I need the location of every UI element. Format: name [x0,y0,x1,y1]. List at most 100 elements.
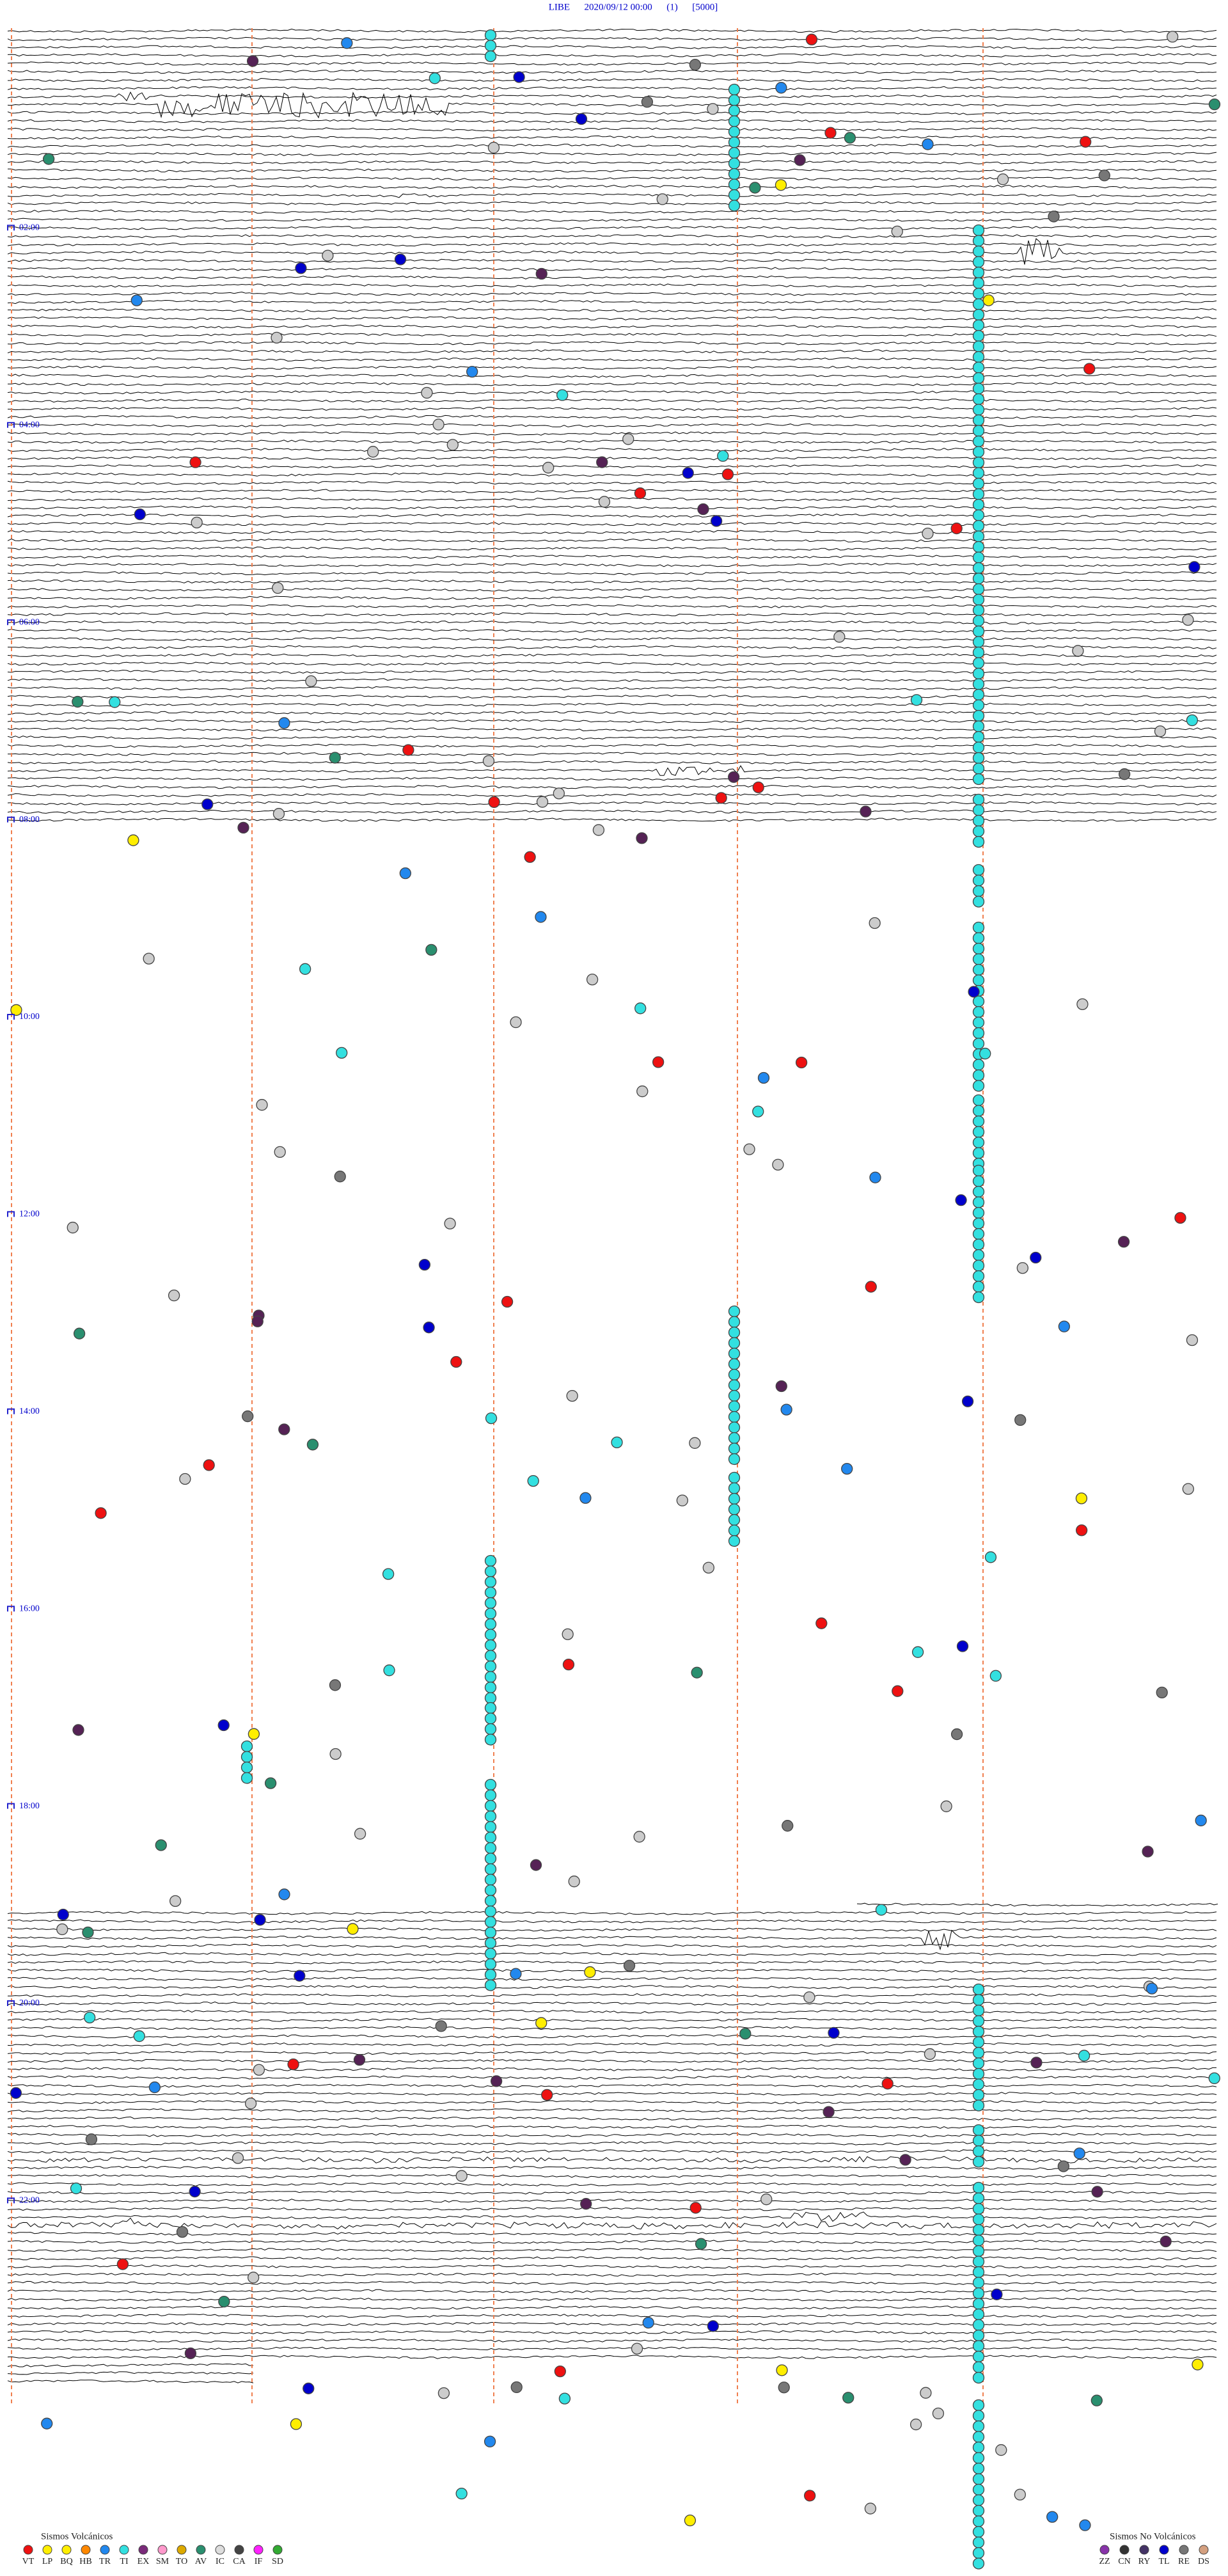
event-dot [775,1380,787,1393]
legend-swatch [157,2545,168,2555]
event-dot [189,456,201,468]
event-dot [892,1685,904,1697]
event-dot [482,755,495,767]
event-dot [972,2078,985,2090]
event-dot [972,1080,985,1092]
event-dot [972,1027,985,1039]
trace [7,1943,1217,1948]
event-dot [972,340,985,352]
trace [7,28,1217,33]
event-dot [634,1002,647,1015]
trace [7,36,1217,42]
trace [7,571,1217,576]
event-dot [41,2417,53,2430]
event-dot [780,1403,792,1416]
trace [7,316,1217,320]
event-dot [972,298,985,310]
event-dot [972,963,985,976]
event-dot [728,200,741,212]
event-dot [728,1358,741,1370]
legend-code: CN [1118,2557,1130,2566]
event-dot [972,2340,985,2352]
event-dot [56,1923,68,1936]
event-dot [1090,2394,1103,2406]
trace [7,217,1217,222]
event-dot [972,2525,985,2538]
event-dot [728,1379,741,1391]
trace [7,777,1217,781]
event-dot [972,1006,985,1018]
event-dot [575,113,588,125]
event-dot [484,1778,497,1791]
trace [7,661,1217,666]
event-dot [1160,2235,1172,2248]
trace [7,2264,1217,2269]
event-dot [972,667,985,680]
event-dot [633,1831,645,1843]
event-dot [501,1295,514,1308]
event-dot [82,1926,94,1939]
event-dot [1182,1483,1194,1495]
trace [7,91,1217,119]
event-dot [728,146,741,159]
event-dot [728,1482,741,1494]
event-dot [972,1260,985,1272]
event-dot [909,2418,922,2431]
event-dot [805,33,818,45]
event-dot [366,446,379,458]
event-dot [566,1389,578,1402]
event-dot [1167,31,1179,43]
event-dot [972,2192,985,2204]
event-dot [972,2298,985,2310]
event-dot [815,1617,828,1629]
header-title: LIBE 2020/09/12 00:00 (1) [5000] [549,2,718,12]
event-dot [972,699,985,711]
legend-swatch [23,2545,33,2555]
event-dot [642,2316,654,2329]
event-dot [972,393,985,406]
event-dot [116,2258,129,2270]
event-dot [749,182,761,194]
time-label: 14:00 [19,1407,40,1416]
trace [7,2018,1217,2022]
event-dot [972,1094,985,1107]
event-dot [484,1863,497,1876]
event-dot [728,1432,741,1444]
trace [7,521,1217,526]
event-dot [341,37,353,49]
trace [7,2034,1217,2039]
trace [7,2092,1217,2096]
legend-swatch [1159,2545,1169,2555]
event-dot [484,1810,497,1822]
legend-code: TL [1158,2557,1169,2566]
event-dot [484,1702,497,1714]
event-dot [580,2198,592,2210]
event-dot [823,2106,835,2118]
event-dot [972,456,985,469]
trace [7,2043,1217,2047]
event-dot [972,2025,985,2038]
event-dot [972,266,985,279]
event-dot [437,2387,450,2399]
event-dot [728,136,741,148]
legend-code: ZZ [1099,2557,1110,2566]
event-dot [972,1105,985,1117]
event-dot [707,103,719,115]
event-dot [682,467,694,479]
event-dot [972,277,985,289]
time-label: 10:00 [19,1012,40,1022]
event-dot [1195,1814,1207,1827]
event-dot [484,1916,497,1928]
event-dot [728,104,741,117]
event-dot [553,787,565,800]
legend-swatch [272,2545,283,2555]
event-dot [972,646,985,659]
event-dot [972,245,985,258]
event-dot [484,1821,497,1833]
time-label: 06:00 [19,617,40,627]
trace [7,645,1217,649]
event-dot [484,1905,497,1918]
event-dot [776,2364,788,2376]
trace [7,743,1217,748]
event-dot [179,1473,191,1485]
